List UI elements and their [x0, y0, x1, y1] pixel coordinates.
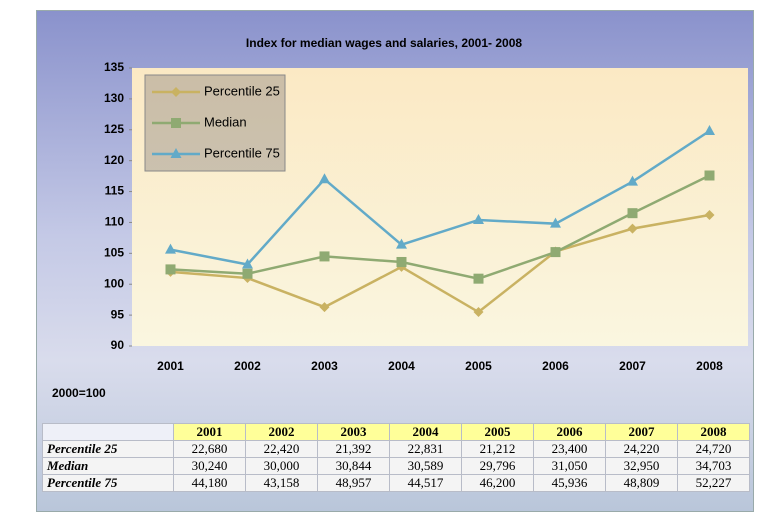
y-tick-label: 110 — [105, 215, 125, 229]
table-cell: Percentile 25 — [42, 440, 174, 458]
table-cell: 32,950 — [605, 457, 678, 475]
data-point — [319, 302, 330, 313]
table-cell: 2003 — [317, 423, 390, 441]
y-tick-label: 130 — [104, 91, 124, 105]
data-point — [627, 223, 638, 234]
series-line — [170, 213, 710, 314]
table-cell: 21,212 — [461, 440, 534, 458]
table-cell: 30,844 — [317, 457, 390, 475]
table-cell: 2004 — [389, 423, 462, 441]
x-tick-label: 2006 — [542, 359, 569, 373]
table-cell: 43,158 — [245, 474, 318, 492]
y-tick-label: 125 — [104, 122, 124, 136]
x-tick-label: 2002 — [234, 359, 261, 373]
table-cell: 24,720 — [677, 440, 750, 458]
y-tick-label: 90 — [111, 338, 125, 352]
table-cell: 34,703 — [677, 457, 750, 475]
data-point — [165, 243, 176, 254]
y-tick-label: 95 — [111, 307, 125, 321]
x-tick-label: 2004 — [388, 359, 415, 373]
legend-label: Median — [204, 114, 247, 129]
table-row: Percentile 75 44,180 43,158 48,957 44,517 46,… — [42, 474, 750, 492]
x-tick-label: 2001 — [157, 359, 184, 373]
data-point — [550, 247, 561, 258]
data-point — [627, 208, 638, 219]
legend-label: Percentile 75 — [204, 145, 280, 160]
table-cell: 29,796 — [461, 457, 534, 475]
table-cell: 31,050 — [533, 457, 606, 475]
data-point — [319, 251, 330, 262]
table-cell: 23,400 — [533, 440, 606, 458]
table-cell: 30,000 — [245, 457, 318, 475]
data-point — [704, 170, 715, 181]
x-tick-label: 2007 — [619, 359, 646, 373]
x-tick-label: 2003 — [311, 359, 338, 373]
data-point — [473, 213, 484, 224]
data-table: 2001 2002 2003 2004 2005 2006 2007 2008 Percenti… — [42, 423, 750, 492]
table-cell: 2008 — [677, 423, 750, 441]
data-point — [550, 217, 561, 228]
legend-marker — [170, 148, 182, 158]
table-cell: 22,831 — [389, 440, 462, 458]
x-tick-label: 2008 — [696, 359, 723, 373]
data-point — [319, 173, 330, 184]
chart-title: Index for median wages and salaries, 200… — [246, 36, 522, 50]
table-cell: 30,589 — [389, 457, 462, 475]
legend-marker — [171, 118, 181, 128]
table-header: 2001 2002 2003 2004 2005 2006 2007 2008 — [42, 423, 750, 441]
table-cell: 22,680 — [173, 440, 246, 458]
y-tick-label: 120 — [104, 153, 124, 167]
table-cell: 21,392 — [317, 440, 390, 458]
data-point — [473, 307, 484, 318]
table-cell: 48,957 — [317, 474, 390, 492]
data-point — [627, 175, 638, 186]
table-cell: 52,227 — [677, 474, 750, 492]
table-cell: 2006 — [533, 423, 606, 441]
y-tick-label: 115 — [105, 184, 125, 198]
legend-label: Percentile 25 — [204, 83, 280, 98]
table-cell: 2001 — [173, 423, 246, 441]
data-point — [704, 210, 715, 221]
x-tick-label: 2005 — [465, 359, 492, 373]
table-cell: 24,220 — [605, 440, 678, 458]
table-row: Median 30,240 30,000 30,844 30,589 29,796 31,0… — [42, 457, 750, 475]
data-point — [396, 238, 407, 249]
data-point — [242, 268, 253, 279]
table-cell — [42, 423, 174, 441]
table-cell: 30,240 — [173, 457, 246, 475]
table-cell: 44,180 — [173, 474, 246, 492]
y-tick-label: 100 — [104, 276, 124, 290]
table-cell: 22,420 — [245, 440, 318, 458]
data-point — [165, 264, 176, 275]
table-cell: 48,809 — [605, 474, 678, 492]
y-tick-label: 105 — [104, 246, 124, 260]
table-row: Percentile 25 22,680 22,420 21,392 22,831 21,… — [42, 440, 750, 458]
data-point — [242, 258, 253, 269]
base-note: 2000=100 — [52, 386, 106, 400]
table-cell: 2007 — [605, 423, 678, 441]
data-point — [704, 125, 715, 136]
table-cell: 2002 — [245, 423, 318, 441]
table-cell: Percentile 75 — [42, 474, 174, 492]
table-cell: Median — [42, 457, 174, 475]
table-cell: 44,517 — [389, 474, 462, 492]
y-tick-label: 135 — [104, 60, 124, 74]
table-cell: 46,200 — [461, 474, 534, 492]
table-cell: 45,936 — [533, 474, 606, 492]
data-point — [396, 256, 407, 267]
series-line — [170, 129, 711, 266]
legend-marker — [171, 87, 181, 97]
table-cell: 2005 — [461, 423, 534, 441]
data-point — [473, 273, 484, 284]
series-line — [170, 174, 711, 280]
